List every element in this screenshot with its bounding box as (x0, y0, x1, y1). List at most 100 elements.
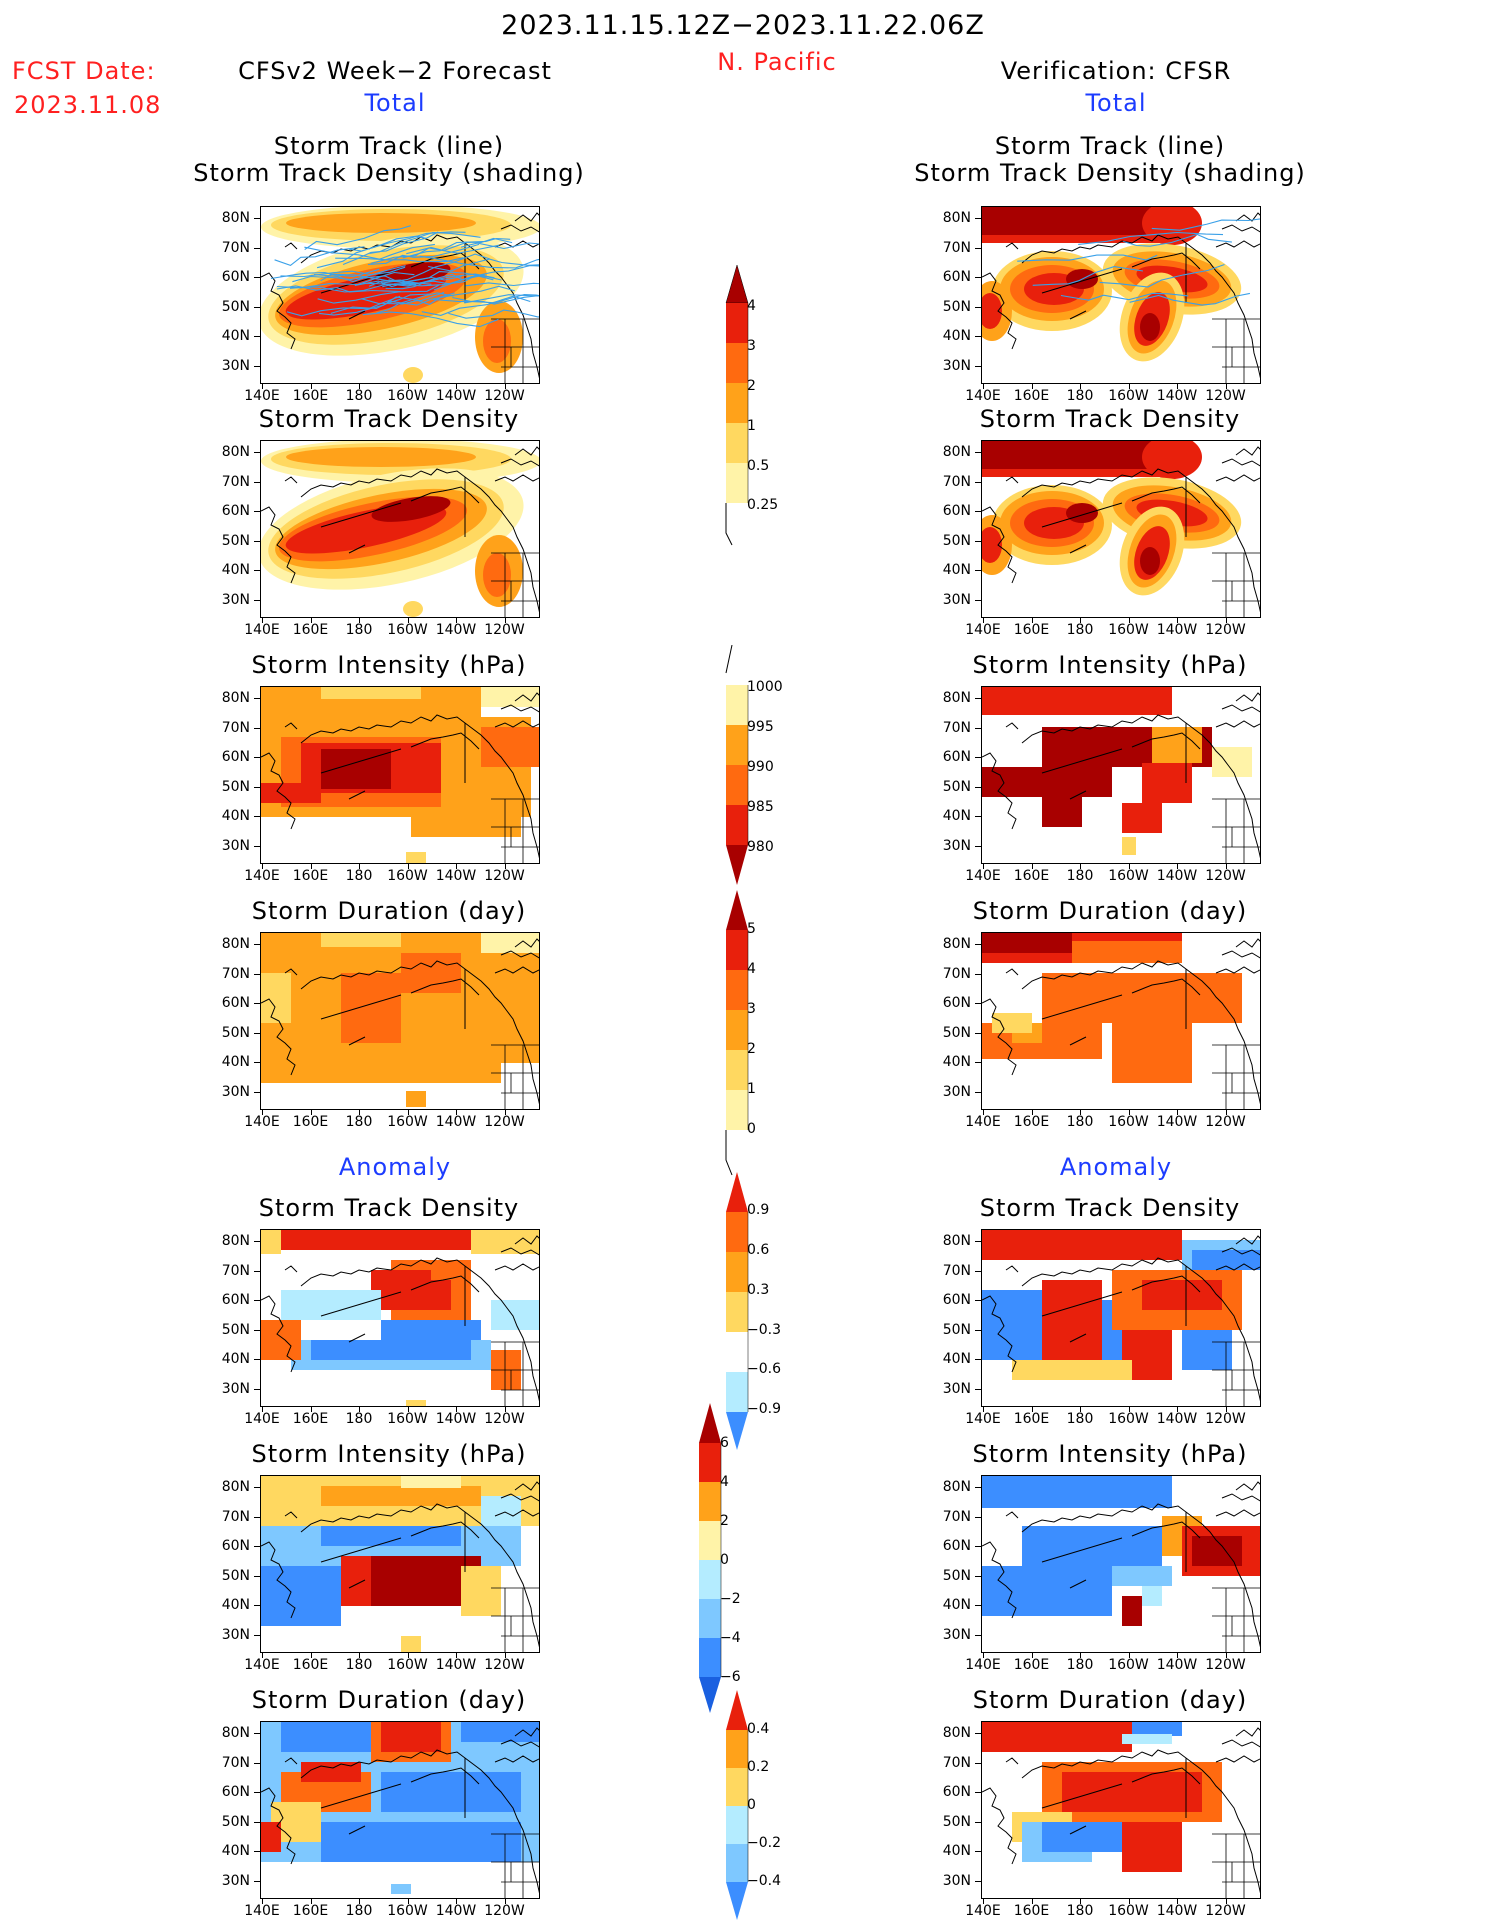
right-p6-lat-tick (975, 1487, 981, 1488)
right-p1-lon-tick (1177, 384, 1178, 389)
colorbar-duration-total (722, 890, 752, 1184)
right-p2-lat-label: 70N (942, 473, 971, 490)
left-p4-lat-tick (254, 1062, 260, 1063)
cb5-label-6: 6 (720, 1435, 729, 1451)
cb3-label-5: 5 (747, 921, 756, 937)
right-p6-lon-label: 120W (1205, 1657, 1246, 1673)
right-p1-lon-tick (1031, 384, 1033, 389)
right-p4-lat-tick (975, 1091, 981, 1093)
left-p2-lon-tick (359, 618, 360, 623)
right-p4-lon-tick (1080, 1110, 1081, 1115)
right-p1-title-line1: Storm Track (line) (994, 132, 1226, 160)
right-p3-lon-tick (1031, 864, 1033, 869)
right-p1-map (981, 206, 1261, 384)
left-p5-lon-tick (262, 1407, 263, 1412)
left-p2-lat-tick (254, 540, 260, 542)
left-p3-lon-label: 180 (345, 868, 373, 884)
right-p5-lat-label: 60N (942, 1292, 971, 1308)
cb4-label-m06: −0.6 (747, 1361, 781, 1377)
left-p3-map (260, 686, 540, 864)
left-p7-lat-tick (254, 1792, 260, 1793)
right-p4-lon-label: 140W (1156, 1114, 1198, 1130)
right-p2-lon-tick (1128, 618, 1130, 623)
left-p5-lon-label: 140W (435, 1411, 477, 1427)
left-p2-lat-label: 60N (221, 503, 250, 519)
cb3-label-4: 4 (747, 961, 756, 977)
left-p1-lat-tick (254, 218, 260, 219)
left-p1-lon-label: 180 (345, 388, 373, 404)
right-p2-lon-label: 120W (1205, 622, 1246, 638)
left-p6-lat-label: 70N (221, 1508, 250, 1525)
left-p1-lat-label: 70N (221, 239, 250, 256)
left-p1-lat-tick (254, 277, 260, 278)
left-p5-lat-tick (254, 1270, 260, 1272)
right-p5-lat-tick (975, 1270, 981, 1272)
left-p4-lon-label: 140E (244, 1114, 280, 1130)
right-p1-lon-tick (983, 384, 984, 389)
right-p6-lat-tick (975, 1605, 981, 1606)
left-p7-lon-label: 160W (387, 1903, 428, 1919)
left-p3-lon-label: 120W (484, 868, 525, 884)
right-p5-lon-tick (1225, 1407, 1227, 1412)
right-p7-lon-tick (1225, 1899, 1227, 1904)
left-p5-lon-tick (456, 1407, 457, 1412)
right-p5-lon-label: 180 (1066, 1411, 1094, 1427)
right-p6-lat-label: 60N (942, 1538, 971, 1554)
left-p1-lat-label: 50N (221, 298, 250, 315)
right-p5-lon-tick (983, 1407, 984, 1412)
right-p7-lat-label: 50N (942, 1813, 971, 1830)
right-p6-lon-tick (1080, 1653, 1081, 1658)
left-p5-lon-label: 120W (484, 1411, 525, 1427)
left-p4-lon-label: 180 (345, 1114, 373, 1130)
left-p5-lat-label: 70N (221, 1262, 250, 1279)
right-p7-lat-label: 80N (942, 1725, 971, 1741)
left-p4-map (260, 932, 540, 1110)
left-p2-title: Storm Track Density (258, 405, 520, 433)
right-p1-lat-tick (975, 247, 981, 249)
right-p2-lon-label: 180 (1066, 622, 1094, 638)
left-p6-lon-tick (262, 1653, 263, 1658)
right-p7-lon-tick (1128, 1899, 1130, 1904)
right-p4-lon-tick (1031, 1110, 1033, 1115)
right-p4-lat-label: 30N (942, 1083, 971, 1100)
right-p3-lon-tick (1177, 864, 1178, 869)
right-p7-lat-tick (975, 1821, 981, 1823)
right-p5-lat-tick (975, 1359, 981, 1360)
right-p1-lat-label: 80N (942, 210, 971, 226)
left-p3-lat-tick (254, 816, 260, 817)
date-range-title: 2023.11.15.12Z−2023.11.22.06Z (501, 10, 985, 41)
right-p2-title: Storm Track Density (979, 405, 1241, 433)
right-p2-lat-label: 40N (942, 562, 971, 578)
right-p6-lon-label: 180 (1066, 1657, 1094, 1673)
right-p6-lon-label: 140W (1156, 1657, 1198, 1673)
right-p1-lat-label: 40N (942, 328, 971, 344)
right-p6-lon-tick (983, 1653, 984, 1658)
cb1-label-4: 4 (747, 298, 756, 314)
left-p5-lat-tick (254, 1329, 260, 1331)
right-p6-lon-label: 160W (1108, 1657, 1149, 1673)
right-p4-lon-label: 160W (1108, 1114, 1149, 1130)
colorbar-density-anomaly (722, 1172, 752, 1456)
cb4-label-m09: −0.9 (747, 1401, 781, 1417)
region-label: N. Pacific (717, 48, 837, 76)
right-p3-lat-label: 70N (942, 719, 971, 736)
right-p6-lon-label: 140E (965, 1657, 1001, 1673)
right-p3-title: Storm Intensity (hPa) (972, 651, 1248, 679)
right-p5-lat-label: 40N (942, 1351, 971, 1367)
right-p3-lon-label: 160E (1013, 868, 1050, 884)
right-p5-lon-label: 160W (1108, 1411, 1149, 1427)
right-p6-title: Storm Intensity (hPa) (972, 1440, 1248, 1468)
left-p6-lon-label: 160W (387, 1657, 428, 1673)
right-p1-lon-label: 140E (965, 388, 1001, 404)
left-p7-lat-tick (254, 1851, 260, 1852)
right-p1-lat-label: 70N (942, 239, 971, 256)
cb5-label-0: 0 (720, 1552, 729, 1568)
cb1-label-05: 0.5 (747, 458, 770, 474)
right-p2-lon-tick (1225, 618, 1227, 623)
right-p5-lat-label: 30N (942, 1380, 971, 1397)
left-p7-lon-label: 140W (435, 1903, 477, 1919)
right-p4-lat-label: 40N (942, 1054, 971, 1070)
left-p2-lon-label: 120W (484, 622, 525, 638)
left-p2-lon-label: 140W (435, 622, 477, 638)
right-p2-lat-tick (975, 452, 981, 453)
